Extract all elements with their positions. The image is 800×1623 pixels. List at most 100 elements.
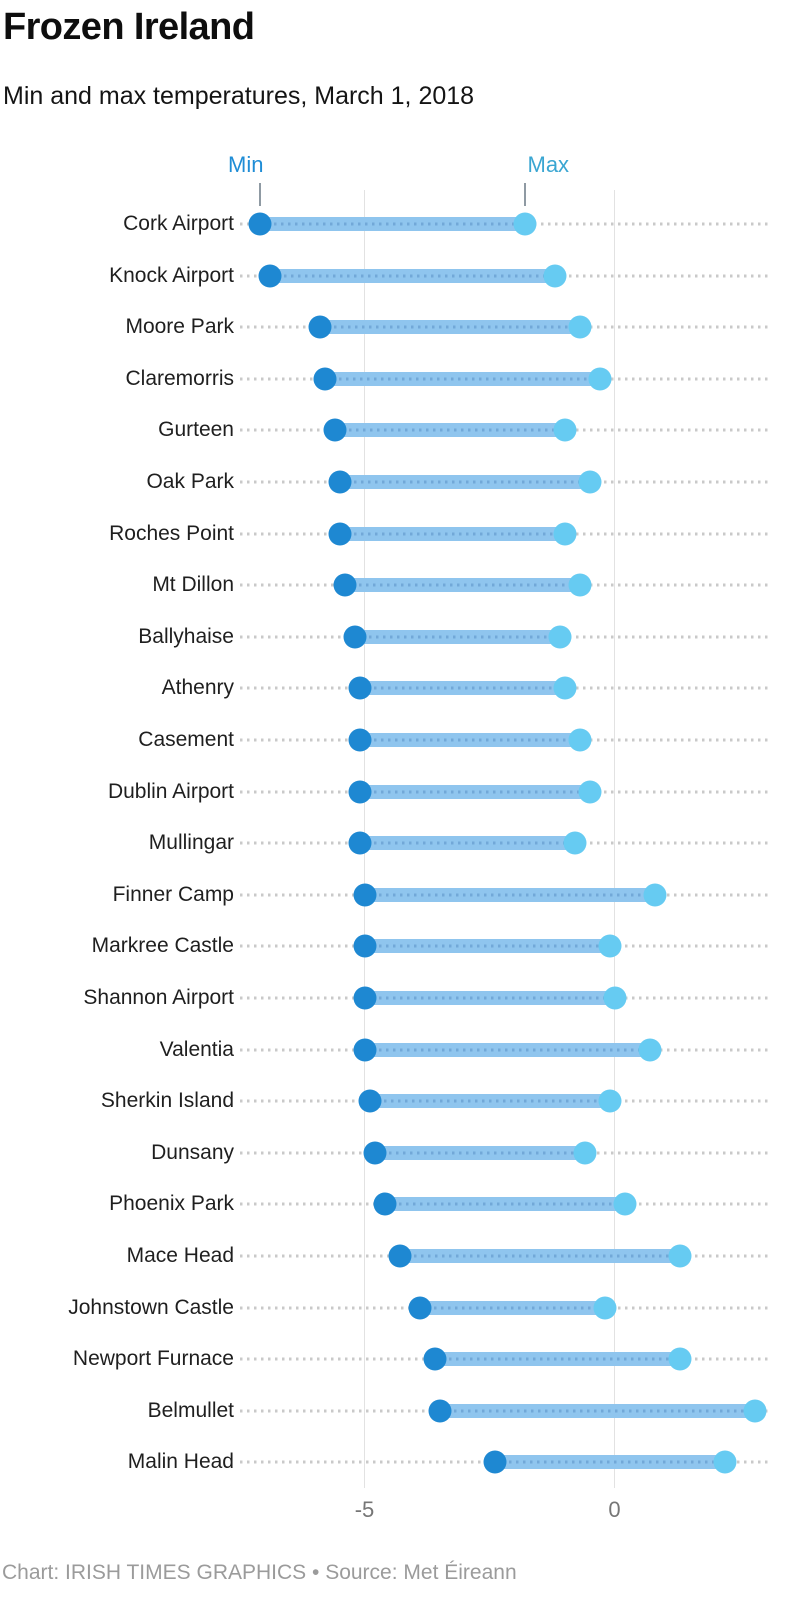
max-temperature-dot [638, 1038, 661, 1062]
connector-dotted-texture [339, 480, 590, 484]
station-label: Knock Airport [109, 263, 234, 287]
station-label: Sherkin Island [100, 1089, 234, 1113]
min-temperature-dot [353, 934, 376, 958]
station-label: Newport Furnace [72, 1347, 234, 1371]
min-temperature-dot [343, 625, 366, 649]
max-temperature-dot [713, 1450, 736, 1474]
min-temperature-dot [248, 212, 271, 236]
x-gridline [614, 190, 615, 1488]
station-label: Oak Park [146, 470, 234, 493]
max-temperature-dot [568, 315, 591, 339]
min-temperature-dot [348, 831, 371, 855]
min-max-connector [354, 629, 560, 644]
min-max-connector [384, 1197, 625, 1212]
min-max-connector [369, 1094, 610, 1109]
connector-dotted-texture [369, 1099, 610, 1103]
max-temperature-dot [563, 831, 586, 855]
station-label: Dunsany [151, 1140, 234, 1164]
min-max-connector [364, 939, 610, 954]
station-label: Claremorris [125, 366, 234, 390]
station-label: Dublin Airport [107, 779, 234, 803]
max-temperature-dot [598, 1089, 621, 1113]
max-temperature-dot [598, 934, 621, 958]
connector-dotted-texture [354, 635, 560, 639]
max-temperature-dot [578, 470, 601, 494]
min-max-connector [364, 1042, 650, 1057]
station-label: Shannon Airport [83, 986, 234, 1009]
max-temperature-dot [553, 522, 576, 546]
min-max-connector [269, 268, 555, 283]
station-label: Mullingar [148, 831, 234, 855]
connector-dotted-texture [359, 738, 580, 742]
min-temperature-dot [258, 264, 281, 288]
max-temperature-dot [613, 1192, 636, 1216]
station-label: Casement [138, 728, 234, 751]
connector-dotted-texture [364, 944, 610, 948]
station-label: Valentia [159, 1037, 234, 1061]
max-temperature-dot [553, 418, 576, 442]
min-temperature-dot [348, 728, 371, 752]
station-label: Roches Point [109, 521, 234, 545]
connector-dotted-texture [334, 428, 565, 432]
x-axis-tick-label: 0 [608, 1497, 621, 1522]
station-label: Markree Castle [91, 934, 234, 958]
min-max-connector [359, 784, 590, 799]
connector-dotted-texture [434, 1357, 680, 1361]
connector-dotted-texture [364, 893, 655, 897]
min-temperature-dot [353, 986, 376, 1010]
legend-min-pointer-tick [258, 183, 261, 206]
min-temperature-dot [353, 883, 376, 907]
min-temperature-dot [348, 780, 371, 804]
max-temperature-dot [593, 1296, 616, 1320]
connector-dotted-texture [359, 686, 565, 690]
station-label: Mt Dillon [152, 573, 234, 597]
min-max-connector [419, 1300, 605, 1315]
max-temperature-dot [643, 883, 666, 907]
connector-dotted-texture [494, 1460, 725, 1464]
x-axis-tick-label: -5 [354, 1497, 375, 1522]
min-max-connector [324, 371, 600, 386]
chart-subtitle: Min and max temperatures, March 1, 2018 [3, 82, 475, 110]
min-temperature-dot [358, 1089, 381, 1113]
min-max-connector [359, 681, 565, 696]
max-temperature-dot [578, 780, 601, 804]
max-temperature-dot [553, 676, 576, 700]
min-max-connector [344, 578, 580, 593]
connector-dotted-texture [344, 583, 580, 587]
station-label: Moore Park [125, 315, 234, 339]
connector-dotted-texture [384, 1202, 625, 1206]
min-temperature-dot [388, 1244, 411, 1268]
min-temperature-dot [313, 367, 336, 391]
max-temperature-dot [568, 573, 591, 597]
legend-max-pointer-tick [523, 183, 526, 206]
min-temperature-dot [363, 1141, 386, 1165]
min-temperature-dot [333, 573, 356, 597]
min-max-connector [339, 526, 565, 541]
station-label: Athenry [161, 676, 234, 700]
connector-dotted-texture [324, 377, 600, 381]
min-temperature-dot [373, 1192, 396, 1216]
min-temperature-dot [353, 1038, 376, 1062]
min-max-connector [374, 1145, 585, 1160]
min-max-connector [399, 1249, 680, 1263]
max-temperature-dot [668, 1244, 691, 1268]
min-max-connector [364, 991, 615, 1005]
station-label: Cork Airport [123, 212, 234, 235]
station-label: Finner Camp [112, 882, 234, 906]
min-max-connector [359, 733, 580, 747]
page-title: Frozen Ireland [3, 6, 255, 48]
max-temperature-dot [568, 728, 591, 752]
station-label: Ballyhaise [138, 624, 234, 648]
connector-dotted-texture [259, 222, 525, 226]
station-label: Johnstown Castle [68, 1295, 234, 1319]
min-temperature-dot [323, 418, 346, 442]
connector-dotted-texture [364, 1048, 650, 1052]
connector-dotted-texture [419, 1306, 605, 1310]
station-label: Belmullet [147, 1398, 234, 1422]
min-max-connector [334, 423, 565, 438]
station-label: Phoenix Park [109, 1192, 234, 1216]
min-temperature-dot [483, 1450, 506, 1474]
max-temperature-dot [603, 986, 626, 1010]
min-max-connector [434, 1352, 680, 1367]
